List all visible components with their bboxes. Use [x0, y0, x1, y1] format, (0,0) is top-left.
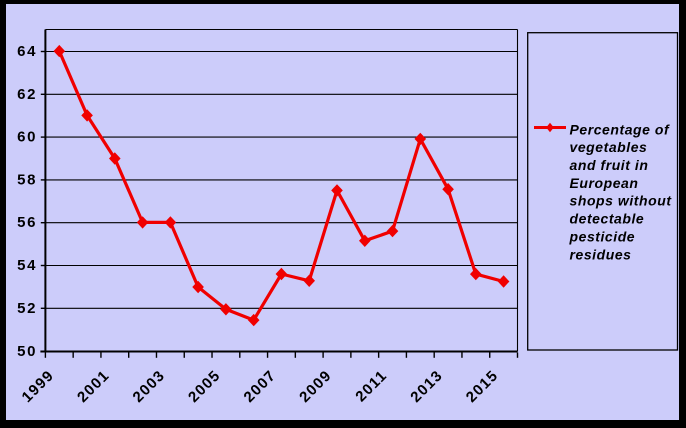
svg-text:58: 58 [17, 171, 37, 188]
svg-text:64: 64 [17, 43, 37, 60]
svg-text:62: 62 [17, 86, 37, 103]
svg-text:50: 50 [17, 343, 37, 360]
svg-text:52: 52 [17, 300, 37, 317]
svg-text:and fruit in: and fruit in [570, 157, 649, 173]
svg-text:detectable: detectable [570, 211, 645, 227]
svg-text:60: 60 [17, 129, 37, 146]
svg-text:European: European [570, 175, 639, 191]
svg-text:Percentage of: Percentage of [570, 121, 671, 137]
svg-text:shops without: shops without [570, 193, 673, 209]
svg-text:vegetables: vegetables [570, 139, 648, 155]
svg-text:residues: residues [570, 246, 632, 262]
svg-text:54: 54 [17, 257, 37, 274]
svg-text:56: 56 [17, 214, 37, 231]
svg-text:pesticide: pesticide [569, 229, 636, 245]
